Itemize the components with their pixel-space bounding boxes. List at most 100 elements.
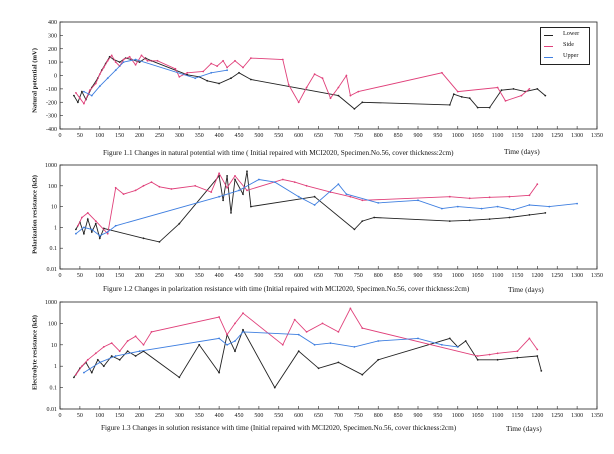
x-tick-label: 1200 (531, 413, 543, 419)
data-point-side (361, 199, 364, 202)
data-point-lower (222, 199, 225, 202)
data-point-side (202, 70, 205, 73)
x-tick-label: 650 (314, 273, 323, 279)
data-point-upper (114, 224, 117, 227)
data-point-side (186, 71, 189, 74)
data-point-lower (102, 365, 105, 368)
x-tick-label: 1000 (452, 133, 464, 139)
data-point-side (496, 352, 499, 355)
data-point-lower (242, 193, 244, 196)
x-tick-label: 100 (95, 413, 104, 419)
data-point-side (86, 212, 89, 214)
data-point-lower (138, 61, 141, 63)
data-point-side (528, 88, 531, 90)
data-point-upper (528, 204, 531, 206)
data-point-side (508, 195, 511, 198)
data-point-lower (126, 350, 129, 353)
data-point-lower (73, 376, 75, 379)
x-tick-label: 1150 (512, 133, 524, 139)
data-point-side (321, 77, 324, 80)
x-tick-label: 900 (414, 133, 423, 139)
data-point-side (226, 333, 229, 336)
data-point-lower (218, 371, 221, 374)
data-point-side (102, 346, 105, 348)
x-tick-label: 1300 (571, 273, 583, 279)
x-tick-label: 1300 (571, 133, 583, 139)
data-point-side (114, 61, 117, 63)
x-tick-label: 950 (433, 273, 442, 279)
plot-frame (59, 301, 598, 410)
data-point-upper (210, 71, 213, 74)
x-tick-label: 550 (274, 273, 283, 279)
x-tick-label: 100 (95, 133, 104, 139)
data-point-lower (242, 328, 244, 331)
data-point-side (156, 59, 159, 62)
data-point-upper (345, 193, 348, 196)
data-point-lower (158, 241, 161, 243)
data-point-lower (77, 101, 79, 104)
data-point-lower (273, 386, 276, 389)
data-point-side (305, 184, 308, 187)
data-point-side (134, 335, 137, 338)
x-tick-label: 400 (215, 273, 224, 279)
x-tick-label: 1350 (591, 133, 603, 139)
x-tick-label: 1250 (551, 413, 563, 419)
x-tick-label: 1100 (492, 413, 504, 419)
data-point-side (75, 92, 77, 94)
data-point-lower (73, 94, 75, 97)
data-point-side (313, 73, 316, 76)
data-point-lower (218, 82, 221, 85)
data-point-lower (488, 218, 491, 221)
data-point-upper (441, 207, 443, 210)
data-point-side (218, 172, 221, 175)
data-point-lower (178, 222, 181, 225)
data-point-upper (456, 346, 459, 348)
data-point-lower (544, 212, 547, 214)
data-point-upper (456, 205, 459, 208)
x-tick-label: 150 (115, 413, 124, 419)
data-point-upper (377, 340, 380, 342)
x-tick-label: 650 (314, 133, 323, 139)
legend: Lower Side Upper (540, 27, 590, 65)
y-tick-label: -300 (46, 114, 57, 120)
data-point-side (150, 181, 153, 184)
data-point-side (122, 193, 125, 196)
data-point-side (94, 352, 97, 355)
data-point-side (81, 365, 83, 368)
data-point-lower (508, 216, 511, 219)
data-point-lower (238, 71, 240, 74)
data-point-lower (536, 355, 539, 357)
y-tick-label: 200 (48, 47, 57, 53)
data-point-lower (353, 228, 356, 231)
x-axis-label: Time (days) (506, 424, 542, 433)
data-point-lower (83, 232, 85, 235)
data-point-upper (83, 226, 85, 229)
data-point-side (234, 175, 236, 177)
data-point-side (210, 62, 213, 65)
y-tick-label: -100 (46, 87, 57, 93)
data-point-side (476, 355, 479, 357)
data-point-upper (234, 340, 236, 342)
data-point-lower (512, 88, 515, 90)
data-point-side (226, 186, 229, 189)
x-tick-label: 1050 (472, 133, 484, 139)
data-point-side (126, 340, 129, 342)
data-point-upper (226, 343, 229, 346)
y-tick-label: 0 (54, 74, 57, 80)
y-axis-label: Natural potential (mV) (31, 48, 39, 113)
data-point-side (361, 327, 364, 329)
data-point-side (281, 343, 284, 346)
x-tick-label: 300 (175, 273, 184, 279)
data-point-lower (361, 220, 364, 223)
data-point-side (242, 66, 244, 69)
data-point-lower (337, 361, 340, 364)
figure-caption: Figure 1.2 Changes in polarization resis… (103, 285, 470, 293)
y-tick-label: 10 (51, 205, 57, 211)
data-point-lower (178, 376, 181, 379)
x-axis-label: Time (days) (504, 147, 540, 156)
data-point-side (81, 216, 83, 219)
data-point-side (110, 54, 113, 57)
data-point-side (77, 224, 79, 227)
x-tick-label: 450 (235, 413, 244, 419)
